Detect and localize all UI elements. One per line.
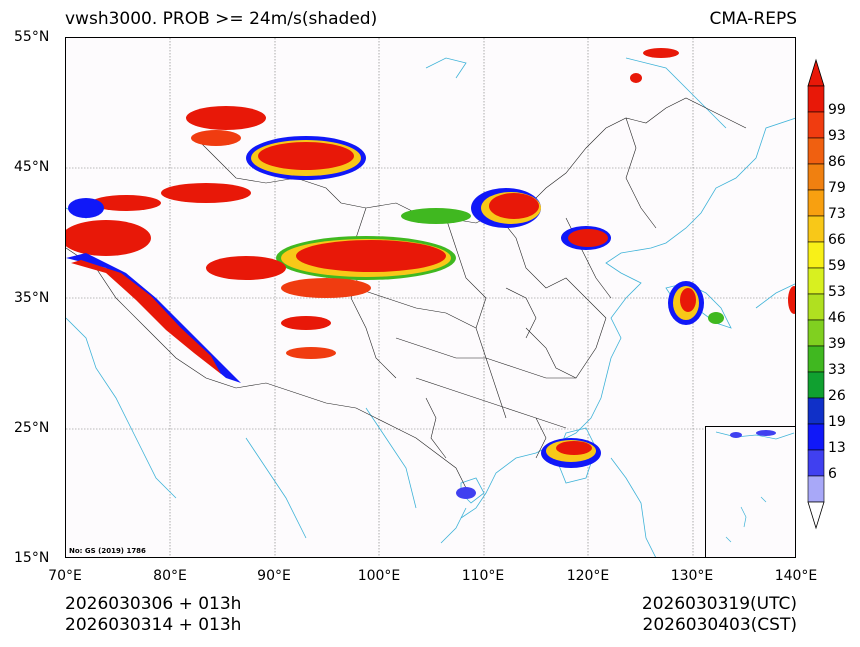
- init-time-utc: 2026030306 + 013h: [65, 594, 242, 614]
- colorbar-segment: [807, 293, 825, 321]
- colorbar-segment: [807, 423, 825, 451]
- patch-westborder: [66, 183, 251, 256]
- lat-label-15: 15°N: [14, 550, 50, 566]
- init-time-cst: 2026030314 + 013h: [65, 615, 242, 635]
- colorbar-tick-label: 79: [828, 180, 846, 196]
- colorbar-tick-label: 13: [828, 440, 846, 456]
- colorbar-tick-label: 99: [828, 102, 846, 118]
- colorbar-tick-label: 73: [828, 206, 846, 222]
- colorbar-segment: [807, 449, 825, 477]
- colorbar-segment: [807, 241, 825, 269]
- colorbar-segment: [807, 137, 825, 165]
- lon-label-100: 100°E: [357, 568, 401, 584]
- colorbar-segment: [807, 189, 825, 217]
- map-approval-note: No: GS (2019) 1786: [69, 547, 146, 555]
- colorbar-segment: [807, 371, 825, 399]
- lon-label-70: 70°E: [48, 568, 82, 584]
- colorbar-tick-label: 26: [828, 388, 846, 404]
- colorbar-segment: [807, 397, 825, 425]
- colorbar-tick-label: 33: [828, 362, 846, 378]
- borders: [66, 97, 747, 489]
- colorbar-tick-label: 59: [828, 258, 846, 274]
- valid-time-cst: 2026030403(CST): [642, 615, 797, 635]
- colorbar-tick-label: 86: [828, 154, 846, 170]
- valid-time-utc: 2026030319(UTC): [641, 594, 797, 614]
- colorbar-tick-label: 66: [828, 232, 846, 248]
- colorbar-tick-label: 19: [828, 414, 846, 430]
- colorbar-tick-label: 39: [828, 336, 846, 352]
- lon-label-120: 120°E: [566, 568, 610, 584]
- lat-label-55: 55°N: [14, 29, 50, 45]
- patch-korea: [668, 281, 795, 325]
- colorbar-segment: [807, 267, 825, 295]
- colorbar-segment: [807, 345, 825, 373]
- lon-label-130: 130°E: [670, 568, 714, 584]
- patch-taiwan-strait: [456, 438, 601, 499]
- patch-tianshan: [186, 106, 366, 180]
- colorbar-tick-label: 93: [828, 128, 846, 144]
- chart-title: vwsh3000. PROB >= 24m/s(shaded): [65, 9, 378, 29]
- colorbar-segment: [807, 475, 825, 503]
- lat-label-35: 35°N: [14, 290, 50, 306]
- patch-qinghai: [206, 236, 456, 359]
- map-panel[interactable]: No: GS (2019) 1786: [65, 37, 796, 558]
- lon-label-90: 90°E: [257, 568, 291, 584]
- map-canvas: [66, 38, 795, 557]
- lon-label-110: 110°E: [461, 568, 505, 584]
- south-china-sea-inset: [705, 426, 795, 557]
- colorbar: [807, 58, 825, 530]
- probability-shading: [66, 48, 795, 499]
- inset-canvas: [715, 430, 795, 543]
- lat-label-25: 25°N: [14, 420, 50, 436]
- colorbar-extend-top: [807, 58, 825, 87]
- lat-label-45: 45°N: [14, 159, 50, 175]
- patch-northchina: [401, 188, 611, 250]
- lon-label-140: 140°E: [774, 568, 818, 584]
- colorbar-tick-label: 53: [828, 284, 846, 300]
- colorbar-segment: [807, 111, 825, 139]
- colorbar-segment: [807, 163, 825, 191]
- lon-label-80: 80°E: [153, 568, 187, 584]
- colorbar-segment: [807, 215, 825, 243]
- colorbar-segment: [807, 319, 825, 347]
- colorbar-tick-label: 46: [828, 310, 846, 326]
- patch-tibet: [66, 253, 241, 383]
- model-name: CMA-REPS: [709, 9, 797, 29]
- colorbar-extend-bottom: [807, 501, 825, 530]
- colorbar-segment: [807, 85, 825, 113]
- patch-northeast: [630, 48, 679, 83]
- colorbar-tick-label: 6: [828, 466, 837, 482]
